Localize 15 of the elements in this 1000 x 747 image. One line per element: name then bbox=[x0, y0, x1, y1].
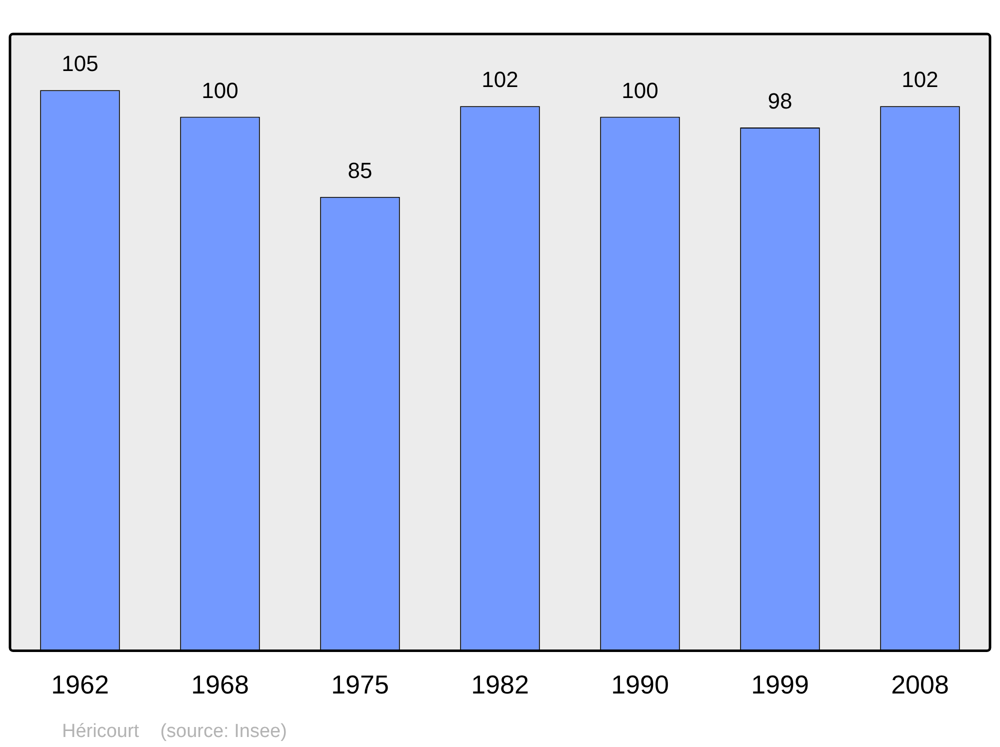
data-label: 100 bbox=[622, 78, 658, 103]
x-tick-label: 2008 bbox=[891, 670, 949, 700]
data-label: 102 bbox=[482, 67, 518, 92]
x-tick-label: 1982 bbox=[471, 670, 529, 700]
x-tick-label: 1968 bbox=[191, 670, 249, 700]
data-label: 100 bbox=[202, 78, 238, 103]
text: Héricourt (source: Insee) bbox=[62, 721, 287, 742]
data-label: 102 bbox=[902, 67, 938, 92]
x-tick-label: 1962 bbox=[51, 670, 109, 700]
data-label: 105 bbox=[62, 51, 98, 76]
x-tick-label: 1990 bbox=[611, 670, 669, 700]
data-label: 85 bbox=[348, 158, 372, 183]
data-label: 98 bbox=[768, 88, 792, 114]
x-tick-label: 1975 bbox=[331, 670, 389, 700]
x-tick-label: 1999 bbox=[751, 670, 809, 700]
